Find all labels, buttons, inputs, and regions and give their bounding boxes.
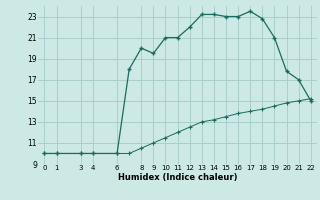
X-axis label: Humidex (Indice chaleur): Humidex (Indice chaleur) xyxy=(118,173,237,182)
